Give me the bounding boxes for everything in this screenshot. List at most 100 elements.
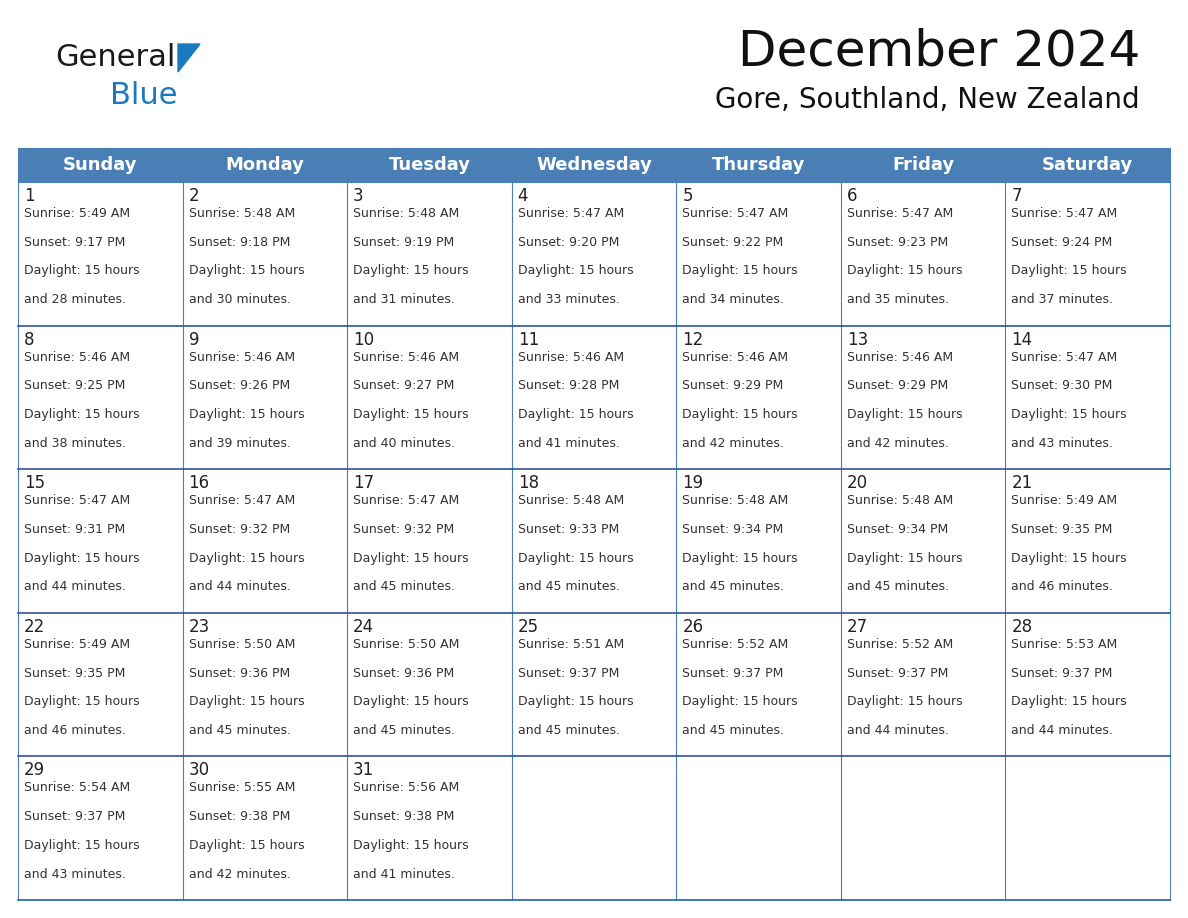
Text: and 28 minutes.: and 28 minutes. — [24, 293, 126, 306]
Text: Daylight: 15 hours: Daylight: 15 hours — [353, 839, 469, 852]
Text: and 45 minutes.: and 45 minutes. — [682, 580, 784, 593]
Text: Wednesday: Wednesday — [536, 156, 652, 174]
Text: and 42 minutes.: and 42 minutes. — [682, 437, 784, 450]
Text: and 42 minutes.: and 42 minutes. — [847, 437, 949, 450]
Text: Sunrise: 5:48 AM: Sunrise: 5:48 AM — [682, 494, 789, 508]
Text: Sunset: 9:29 PM: Sunset: 9:29 PM — [847, 379, 948, 392]
Text: Gore, Southland, New Zealand: Gore, Southland, New Zealand — [715, 86, 1140, 114]
Text: Sunrise: 5:46 AM: Sunrise: 5:46 AM — [24, 351, 131, 364]
Text: and 45 minutes.: and 45 minutes. — [682, 724, 784, 737]
Text: Sunset: 9:35 PM: Sunset: 9:35 PM — [1011, 523, 1113, 536]
Text: and 33 minutes.: and 33 minutes. — [518, 293, 620, 306]
Text: and 45 minutes.: and 45 minutes. — [353, 724, 455, 737]
Text: and 31 minutes.: and 31 minutes. — [353, 293, 455, 306]
Text: Sunset: 9:34 PM: Sunset: 9:34 PM — [847, 523, 948, 536]
Text: Daylight: 15 hours: Daylight: 15 hours — [847, 408, 962, 421]
Text: Sunset: 9:22 PM: Sunset: 9:22 PM — [682, 236, 784, 249]
Text: Sunset: 9:37 PM: Sunset: 9:37 PM — [682, 666, 784, 679]
Text: and 46 minutes.: and 46 minutes. — [24, 724, 126, 737]
Text: Daylight: 15 hours: Daylight: 15 hours — [189, 552, 304, 565]
Text: Sunset: 9:34 PM: Sunset: 9:34 PM — [682, 523, 784, 536]
Text: and 46 minutes.: and 46 minutes. — [1011, 580, 1113, 593]
Text: 3: 3 — [353, 187, 364, 205]
Text: Daylight: 15 hours: Daylight: 15 hours — [682, 408, 798, 421]
Text: 27: 27 — [847, 618, 868, 636]
Text: and 40 minutes.: and 40 minutes. — [353, 437, 455, 450]
Text: and 43 minutes.: and 43 minutes. — [24, 868, 126, 880]
Text: Daylight: 15 hours: Daylight: 15 hours — [353, 552, 469, 565]
Text: Daylight: 15 hours: Daylight: 15 hours — [24, 264, 140, 277]
Text: 1: 1 — [24, 187, 34, 205]
Text: and 45 minutes.: and 45 minutes. — [518, 724, 620, 737]
Text: Saturday: Saturday — [1042, 156, 1133, 174]
Text: and 41 minutes.: and 41 minutes. — [518, 437, 620, 450]
Text: Sunrise: 5:55 AM: Sunrise: 5:55 AM — [189, 781, 295, 794]
Text: Sunset: 9:19 PM: Sunset: 9:19 PM — [353, 236, 454, 249]
Text: Daylight: 15 hours: Daylight: 15 hours — [189, 264, 304, 277]
Text: Daylight: 15 hours: Daylight: 15 hours — [24, 408, 140, 421]
Text: Sunset: 9:38 PM: Sunset: 9:38 PM — [189, 810, 290, 823]
Text: Sunrise: 5:50 AM: Sunrise: 5:50 AM — [189, 638, 295, 651]
Text: and 35 minutes.: and 35 minutes. — [847, 293, 949, 306]
Polygon shape — [178, 44, 200, 72]
Text: 9: 9 — [189, 330, 200, 349]
Bar — [512, 148, 676, 182]
Text: Sunset: 9:37 PM: Sunset: 9:37 PM — [24, 810, 126, 823]
Text: Sunset: 9:26 PM: Sunset: 9:26 PM — [189, 379, 290, 392]
Text: and 44 minutes.: and 44 minutes. — [1011, 724, 1113, 737]
Text: 24: 24 — [353, 618, 374, 636]
Text: 7: 7 — [1011, 187, 1022, 205]
Text: 11: 11 — [518, 330, 539, 349]
Text: Sunrise: 5:47 AM: Sunrise: 5:47 AM — [24, 494, 131, 508]
Text: 23: 23 — [189, 618, 210, 636]
Text: Daylight: 15 hours: Daylight: 15 hours — [518, 552, 633, 565]
Text: Sunrise: 5:46 AM: Sunrise: 5:46 AM — [353, 351, 460, 364]
Text: Sunrise: 5:47 AM: Sunrise: 5:47 AM — [189, 494, 295, 508]
Text: Sunset: 9:33 PM: Sunset: 9:33 PM — [518, 523, 619, 536]
Text: Daylight: 15 hours: Daylight: 15 hours — [847, 264, 962, 277]
Text: 26: 26 — [682, 618, 703, 636]
Text: Sunrise: 5:56 AM: Sunrise: 5:56 AM — [353, 781, 460, 794]
Text: Sunset: 9:36 PM: Sunset: 9:36 PM — [189, 666, 290, 679]
Text: and 43 minutes.: and 43 minutes. — [1011, 437, 1113, 450]
Text: Sunset: 9:23 PM: Sunset: 9:23 PM — [847, 236, 948, 249]
Text: December 2024: December 2024 — [738, 28, 1140, 76]
Text: and 45 minutes.: and 45 minutes. — [353, 580, 455, 593]
Text: and 38 minutes.: and 38 minutes. — [24, 437, 126, 450]
Text: 4: 4 — [518, 187, 529, 205]
Text: Sunset: 9:25 PM: Sunset: 9:25 PM — [24, 379, 126, 392]
Text: Daylight: 15 hours: Daylight: 15 hours — [1011, 408, 1127, 421]
Text: Sunset: 9:37 PM: Sunset: 9:37 PM — [518, 666, 619, 679]
Text: Sunrise: 5:52 AM: Sunrise: 5:52 AM — [682, 638, 789, 651]
Text: Sunrise: 5:48 AM: Sunrise: 5:48 AM — [847, 494, 953, 508]
Text: and 44 minutes.: and 44 minutes. — [847, 724, 949, 737]
Bar — [676, 148, 841, 182]
Text: Sunrise: 5:53 AM: Sunrise: 5:53 AM — [1011, 638, 1118, 651]
Text: and 45 minutes.: and 45 minutes. — [518, 580, 620, 593]
Text: and 45 minutes.: and 45 minutes. — [189, 724, 291, 737]
Text: Daylight: 15 hours: Daylight: 15 hours — [1011, 264, 1127, 277]
Text: Sunset: 9:37 PM: Sunset: 9:37 PM — [1011, 666, 1113, 679]
Text: Sunset: 9:28 PM: Sunset: 9:28 PM — [518, 379, 619, 392]
Text: 13: 13 — [847, 330, 868, 349]
Text: 5: 5 — [682, 187, 693, 205]
Text: Sunrise: 5:52 AM: Sunrise: 5:52 AM — [847, 638, 953, 651]
Text: Daylight: 15 hours: Daylight: 15 hours — [847, 552, 962, 565]
Text: Daylight: 15 hours: Daylight: 15 hours — [353, 264, 469, 277]
Text: Sunset: 9:32 PM: Sunset: 9:32 PM — [189, 523, 290, 536]
Text: and 34 minutes.: and 34 minutes. — [682, 293, 784, 306]
Text: Daylight: 15 hours: Daylight: 15 hours — [518, 264, 633, 277]
Text: Tuesday: Tuesday — [388, 156, 470, 174]
Text: and 39 minutes.: and 39 minutes. — [189, 437, 290, 450]
Text: Sunrise: 5:47 AM: Sunrise: 5:47 AM — [518, 207, 624, 220]
Text: 6: 6 — [847, 187, 858, 205]
Text: Thursday: Thursday — [712, 156, 805, 174]
Text: 8: 8 — [24, 330, 34, 349]
Text: Sunset: 9:31 PM: Sunset: 9:31 PM — [24, 523, 125, 536]
Text: and 44 minutes.: and 44 minutes. — [24, 580, 126, 593]
Text: 2: 2 — [189, 187, 200, 205]
Text: Sunset: 9:37 PM: Sunset: 9:37 PM — [847, 666, 948, 679]
Bar — [841, 148, 1005, 182]
Text: Sunset: 9:38 PM: Sunset: 9:38 PM — [353, 810, 455, 823]
Text: Sunrise: 5:49 AM: Sunrise: 5:49 AM — [24, 638, 131, 651]
